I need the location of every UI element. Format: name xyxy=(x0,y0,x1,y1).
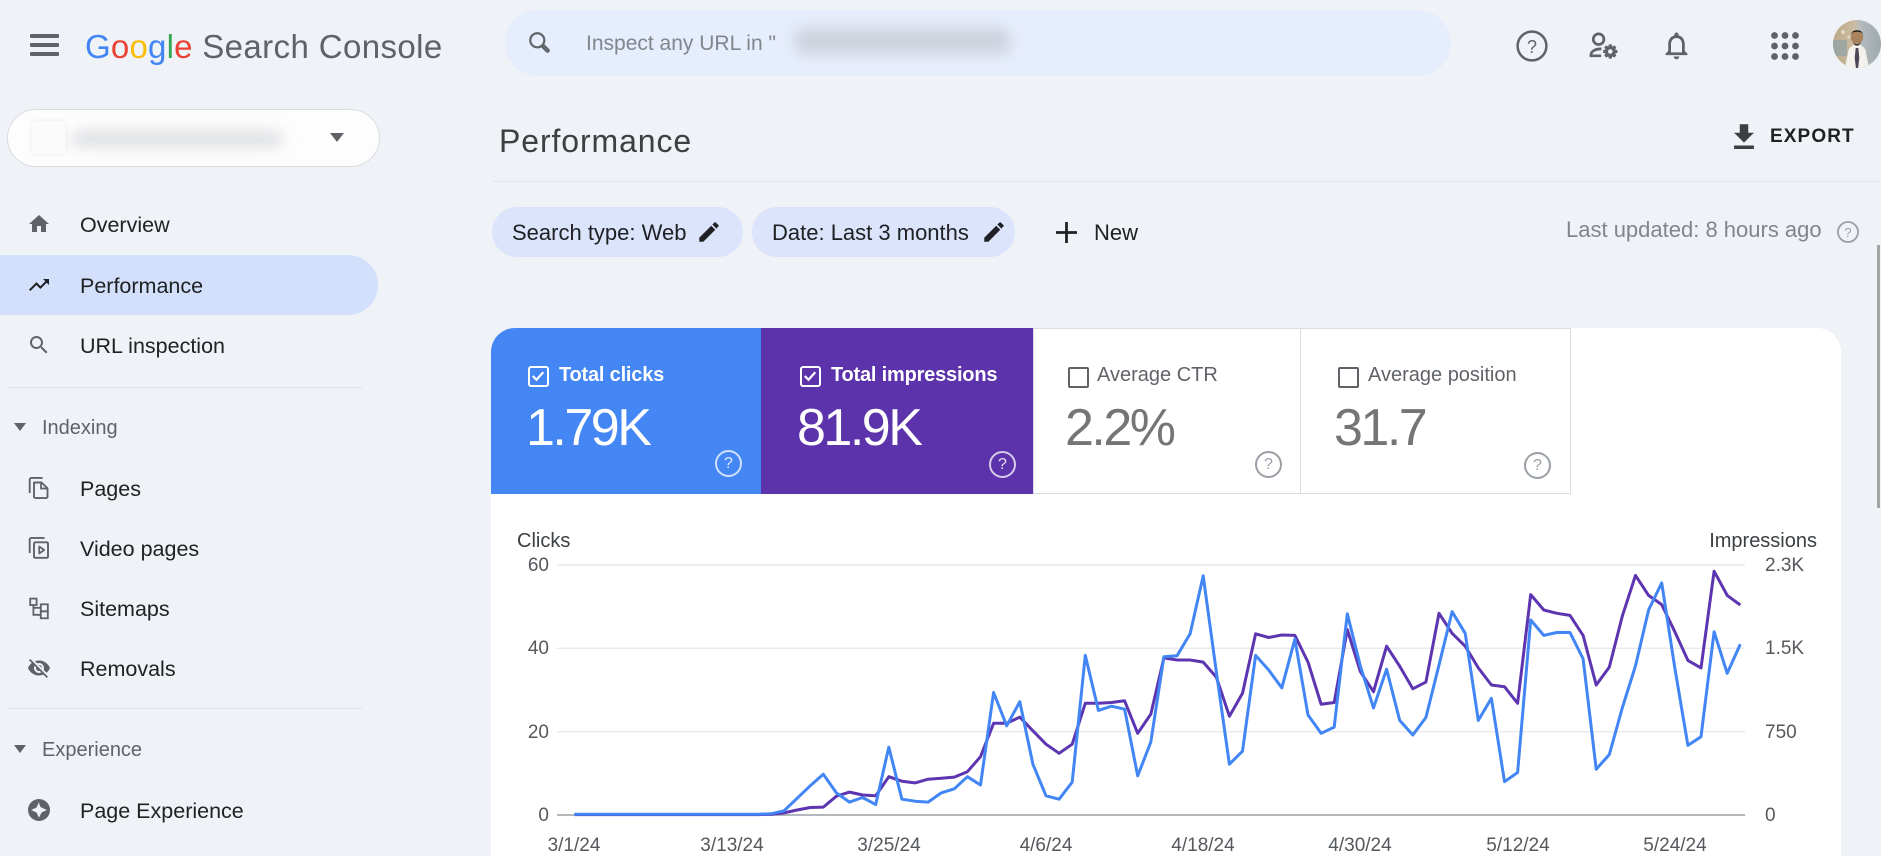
svg-text:3/25/24: 3/25/24 xyxy=(857,835,921,856)
svg-text:0: 0 xyxy=(538,805,549,826)
svg-text:?: ? xyxy=(1844,225,1851,240)
svg-text:4/30/24: 4/30/24 xyxy=(1328,835,1392,856)
svg-text:5/24/24: 5/24/24 xyxy=(1643,835,1707,856)
svg-text:4/6/24: 4/6/24 xyxy=(1020,835,1073,856)
svg-text:5/12/24: 5/12/24 xyxy=(1486,835,1550,856)
svg-text:2.3K: 2.3K xyxy=(1765,555,1804,576)
svg-text:Clicks: Clicks xyxy=(517,530,570,552)
svg-text:Impressions: Impressions xyxy=(1709,530,1817,552)
svg-text:3/13/24: 3/13/24 xyxy=(700,835,764,856)
svg-text:750: 750 xyxy=(1765,722,1797,743)
svg-text:20: 20 xyxy=(528,722,549,743)
svg-text:1.5K: 1.5K xyxy=(1765,638,1804,659)
svg-text:40: 40 xyxy=(528,638,549,659)
svg-text:0: 0 xyxy=(1765,805,1776,826)
svg-text:?: ? xyxy=(1527,37,1537,57)
svg-text:4/18/24: 4/18/24 xyxy=(1171,835,1235,856)
svg-text:60: 60 xyxy=(528,555,549,576)
svg-text:3/1/24: 3/1/24 xyxy=(548,835,601,856)
